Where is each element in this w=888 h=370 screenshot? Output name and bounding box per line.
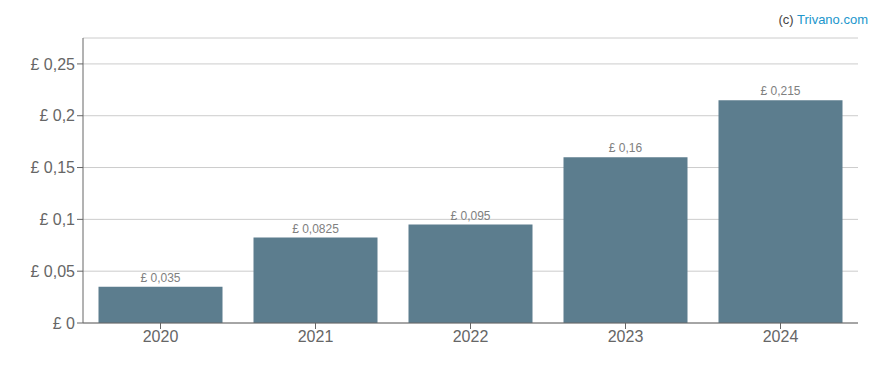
- svg-text:2021: 2021: [298, 328, 334, 345]
- svg-text:£ 0,1: £ 0,1: [39, 211, 75, 228]
- svg-text:2020: 2020: [143, 328, 179, 345]
- svg-text:2022: 2022: [453, 328, 489, 345]
- svg-text:£ 0,215: £ 0,215: [760, 84, 800, 98]
- svg-text:2024: 2024: [763, 328, 799, 345]
- html-text:(c) Trivano.com: (c) Trivano.com: [778, 12, 868, 27]
- svg-text:£ 0,05: £ 0,05: [31, 263, 76, 280]
- svg-text:£ 0,2: £ 0,2: [39, 107, 75, 124]
- svg-text:£ 0,0825: £ 0,0825: [292, 222, 339, 236]
- svg-text:£ 0,25: £ 0,25: [31, 56, 76, 73]
- svg-text:£ 0,15: £ 0,15: [31, 159, 76, 176]
- svg-text:£ 0,095: £ 0,095: [450, 209, 490, 223]
- svg-text:2023: 2023: [608, 328, 644, 345]
- svg-text:£ 0: £ 0: [53, 315, 75, 332]
- svg-text:£ 0,16: £ 0,16: [609, 141, 643, 155]
- svg-text:£ 0,035: £ 0,035: [140, 271, 180, 285]
